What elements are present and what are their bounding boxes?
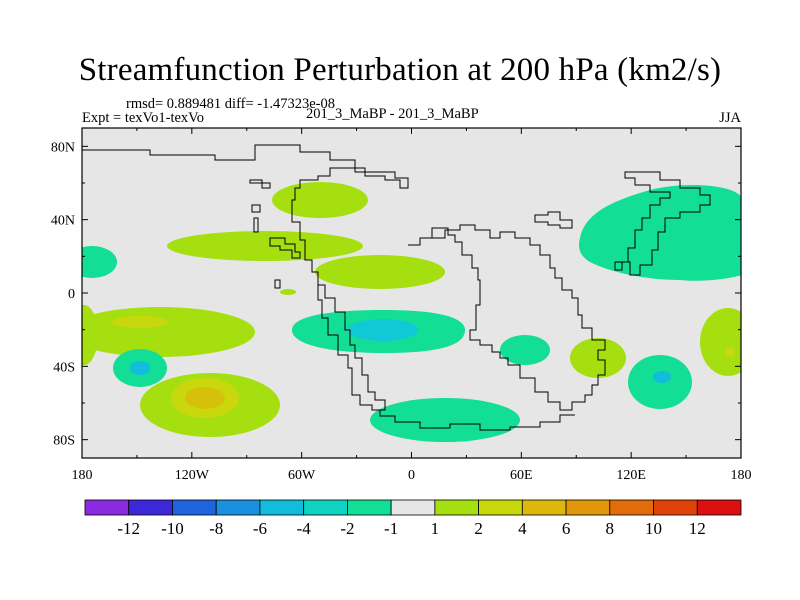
colorbar-label: 8 [606, 519, 615, 538]
colorbar-swatch [478, 499, 523, 516]
anomaly-field [82, 182, 741, 442]
coastline-eurasia-africa [408, 224, 606, 411]
y-tick-label: 40S [53, 360, 75, 375]
y-tick-label: 40N [51, 214, 75, 229]
anomaly-se-pacific-core [185, 387, 225, 409]
x-tick-label: 180 [731, 468, 752, 483]
stats-line: rmsd= 0.889481 diff= -1.47323e-08 [126, 96, 335, 112]
colorbar-swatch [521, 499, 567, 516]
experiment-label: Expt = texVo1-texVo [82, 110, 205, 126]
colorbar-label: -2 [340, 519, 354, 538]
anomaly-australia-south-core [653, 371, 671, 383]
colorbar-swatch [259, 499, 305, 516]
y-tick-label: 80N [51, 140, 75, 155]
colorbar-label: -12 [117, 519, 140, 538]
coastline-mediterranean [534, 211, 573, 229]
anomaly-trop-s-pacific-core [112, 316, 168, 328]
x-tick-label: 60W [288, 468, 316, 483]
colorbar-swatch [346, 499, 392, 516]
colorbar-swatch [303, 499, 348, 516]
colorbar-label: 1 [431, 519, 440, 538]
season-label: JJA [719, 110, 741, 126]
colorbar-label: -6 [253, 519, 267, 538]
anomaly-e-pacific-eq [82, 246, 117, 278]
anomaly-central-band [167, 231, 363, 261]
case-label: 201_3_MaBP - 201_3_MaBP [306, 106, 479, 122]
colorbar: -12 -10 -8 -6 -4 -2 -1 1 2 4 6 8 10 12 [84, 499, 742, 538]
x-tick-label: 180 [72, 468, 93, 483]
anomaly-central-band-east [315, 255, 445, 289]
colorbar-swatch [609, 499, 654, 516]
colorbar-label: -1 [384, 519, 398, 538]
colorbar-swatch [215, 499, 261, 516]
colorbar-label: -8 [209, 519, 223, 538]
anomaly-w-pacific-south-core [725, 347, 735, 357]
x-tick-label: 120W [175, 468, 210, 483]
anomaly-w-edge [82, 305, 98, 365]
anomaly-arabian [280, 289, 296, 295]
colorbar-label: 12 [689, 519, 706, 538]
y-tick-label: 0 [68, 287, 75, 302]
anomaly-s-atlantic-core [348, 319, 418, 341]
anomaly-nw-pacific [579, 185, 741, 281]
anomaly-n-atlantic [272, 182, 368, 218]
chart-title: Streamfunction Perturbation at 200 hPa (… [78, 52, 722, 88]
y-tick-label: 80S [53, 434, 75, 449]
colorbar-swatch [565, 499, 611, 516]
coastline-greenland-islands [249, 179, 281, 289]
colorbar-swatch [128, 499, 173, 516]
colorbar-swatch [84, 499, 130, 516]
colorbar-swatch [390, 499, 436, 516]
colorbar-label: 6 [562, 519, 571, 538]
colorbar-label: 2 [474, 519, 483, 538]
anomaly-w-pacific-south [700, 308, 741, 376]
x-tick-label: 60E [510, 468, 533, 483]
colorbar-label: -10 [161, 519, 184, 538]
coastlines [82, 144, 711, 431]
anomaly-southern-ocean [370, 398, 520, 442]
colorbar-label: -4 [297, 519, 312, 538]
x-tick-label: 120E [616, 468, 646, 483]
coastline-americas [82, 144, 409, 411]
colorbar-swatch [172, 499, 217, 516]
colorbar-swatch [434, 499, 480, 516]
anomaly-s-pacific-core [130, 361, 150, 375]
colorbar-swatch [653, 499, 698, 516]
colorbar-label: 4 [518, 519, 527, 538]
coastline-asia-east [614, 171, 711, 276]
colorbar-label: 10 [645, 519, 662, 538]
colorbar-swatch [696, 499, 742, 516]
x-tick-label: 0 [408, 468, 415, 483]
coastline-antarctica [372, 409, 575, 431]
axis-ticks: 180 120W 60W 0 60E 120E 180 80N 40N 0 40S 80S [51, 128, 752, 483]
anomaly-sw-indian [500, 335, 550, 365]
coastline-central-america [269, 237, 301, 259]
